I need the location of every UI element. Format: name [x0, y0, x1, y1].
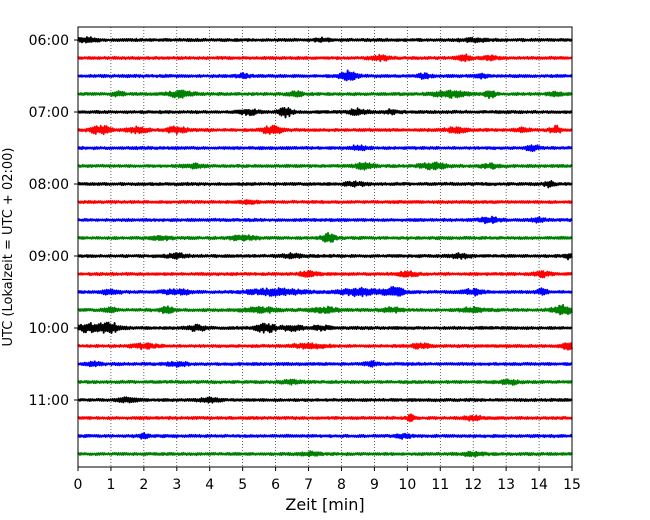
axes — [77, 26, 573, 468]
trace-row-0600 — [77, 36, 573, 44]
trace-row-1145 — [77, 450, 573, 458]
x-axis-ticks: 0 1 2 3 4 5 6 7 8 9 10 11 12 13 14 15 — [74, 467, 581, 493]
trace-row-1115 — [77, 413, 573, 423]
trace-row-1030 — [77, 360, 573, 368]
x-tick-label: 12 — [464, 477, 482, 493]
trace-row-0745 — [77, 161, 573, 171]
x-tick-label: 0 — [74, 477, 83, 493]
trace-row-0900 — [77, 252, 573, 261]
y-tick-label: 11:00 — [29, 393, 69, 409]
x-tick-label: 11 — [431, 477, 449, 493]
x-tick-label: 14 — [530, 477, 548, 493]
trace-row-1015 — [77, 342, 573, 351]
x-tick-label: 9 — [370, 477, 379, 493]
x-tick-label: 13 — [497, 477, 515, 493]
x-tick-label: 10 — [398, 477, 416, 493]
x-tick-label: 6 — [271, 477, 280, 493]
trace-row-0700 — [77, 107, 573, 119]
plot-frame — [77, 26, 573, 468]
trace-row-0630 — [77, 69, 573, 82]
y-tick-label: 07:00 — [29, 105, 69, 121]
trace-row-0800 — [77, 180, 573, 189]
x-axis-label: Zeit [min] — [285, 495, 364, 514]
y-axis-ticks: 06:00 07:00 08:00 09:00 10:00 11:00 — [29, 33, 78, 409]
y-axis-label: UTC (Lokalzeit = UTC + 02:00) — [1, 148, 16, 347]
trace-row-1100 — [77, 396, 573, 404]
x-tick-label: 8 — [337, 477, 346, 493]
trace-row-0915 — [77, 270, 573, 279]
trace-row-0730 — [77, 144, 573, 153]
trace-row-0930 — [77, 285, 573, 298]
vertical-grid — [110, 27, 540, 467]
trace-row-0945 — [77, 303, 573, 316]
trace-row-0845 — [77, 232, 573, 243]
trace-series — [77, 36, 573, 458]
x-tick-label: 5 — [238, 477, 247, 493]
y-tick-label: 08:00 — [29, 177, 69, 193]
x-tick-label: 3 — [172, 477, 181, 493]
x-tick-label: 1 — [106, 477, 115, 493]
x-tick-label: 7 — [304, 477, 313, 493]
trace-row-1000 — [77, 321, 573, 334]
trace-row-1130 — [77, 432, 573, 440]
x-tick-label: 2 — [139, 477, 148, 493]
x-tick-label: 4 — [205, 477, 214, 493]
trace-row-1045 — [77, 378, 573, 386]
x-tick-label: 15 — [563, 477, 581, 493]
trace-row-0715 — [77, 124, 573, 136]
y-tick-label: 06:00 — [29, 33, 69, 49]
trace-row-0645 — [77, 89, 573, 99]
trace-row-0830 — [77, 215, 573, 225]
trace-row-0815 — [77, 199, 573, 206]
trace-row-0615 — [77, 53, 573, 63]
y-tick-label: 09:00 — [29, 249, 69, 265]
y-tick-label: 10:00 — [29, 321, 69, 337]
